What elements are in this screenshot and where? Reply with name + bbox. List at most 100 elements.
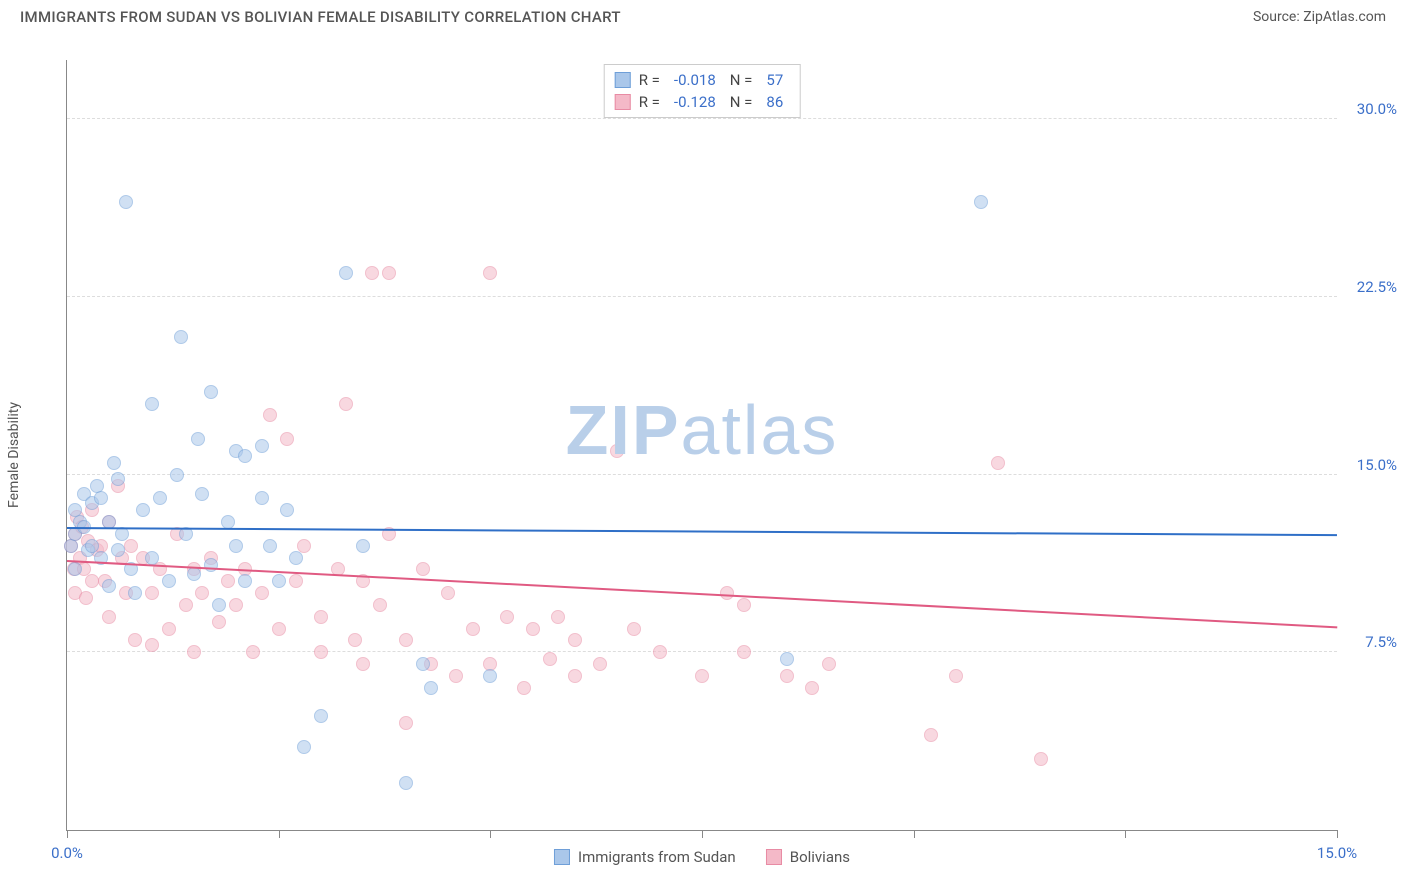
data-point	[314, 709, 328, 723]
data-point	[107, 456, 121, 470]
data-point	[162, 574, 176, 588]
data-point	[822, 657, 836, 671]
data-point	[229, 539, 243, 553]
data-point	[991, 456, 1005, 470]
data-point	[238, 574, 252, 588]
data-point	[195, 586, 209, 600]
trend-line	[67, 527, 1337, 536]
gridline	[67, 474, 1337, 475]
data-point	[551, 610, 565, 624]
plot-area: 7.5%15.0%22.5%30.0%0.0%15.0%ZIPatlasR =-…	[66, 60, 1337, 831]
data-point	[238, 449, 252, 463]
data-point	[289, 574, 303, 588]
data-point	[204, 385, 218, 399]
data-point	[720, 586, 734, 600]
gridline	[67, 296, 1337, 297]
data-point	[79, 591, 93, 605]
x-tick	[702, 830, 703, 838]
data-point	[365, 266, 379, 280]
correlation-legend: R =-0.018 N =57R =-0.128 N =86	[604, 64, 801, 118]
data-point	[568, 633, 582, 647]
n-label: N =	[730, 93, 753, 111]
y-axis-label: Female Disability	[6, 402, 22, 508]
data-point	[441, 586, 455, 600]
data-point	[145, 638, 159, 652]
data-point	[780, 669, 794, 683]
data-point	[610, 444, 624, 458]
data-point	[111, 543, 125, 557]
data-point	[272, 574, 286, 588]
data-point	[339, 266, 353, 280]
x-tick	[1337, 830, 1338, 838]
data-point	[170, 468, 184, 482]
data-point	[314, 645, 328, 659]
data-point	[255, 586, 269, 600]
y-tick-label: 30.0%	[1357, 100, 1397, 118]
n-value: 57	[766, 71, 783, 89]
data-point	[187, 567, 201, 581]
data-point	[145, 551, 159, 565]
data-point	[593, 657, 607, 671]
data-point	[102, 579, 116, 593]
data-point	[568, 669, 582, 683]
data-point	[255, 439, 269, 453]
data-point	[136, 503, 150, 517]
data-point	[500, 610, 514, 624]
data-point	[280, 432, 294, 446]
data-point	[145, 397, 159, 411]
data-point	[94, 491, 108, 505]
data-point	[162, 622, 176, 636]
data-point	[145, 586, 159, 600]
r-value: -0.128	[674, 93, 716, 111]
data-point	[780, 652, 794, 666]
data-point	[195, 487, 209, 501]
header: IMMIGRANTS FROM SUDAN VS BOLIVIAN FEMALE…	[0, 0, 1406, 30]
data-point	[737, 645, 751, 659]
data-point	[382, 266, 396, 280]
data-point	[187, 645, 201, 659]
data-point	[153, 491, 167, 505]
data-point	[356, 657, 370, 671]
data-point	[949, 669, 963, 683]
x-tick	[490, 830, 491, 838]
data-point	[399, 776, 413, 790]
data-point	[416, 562, 430, 576]
legend-swatch	[766, 849, 782, 865]
legend-label: Immigrants from Sudan	[578, 848, 736, 866]
data-point	[483, 669, 497, 683]
data-point	[339, 397, 353, 411]
data-point	[102, 610, 116, 624]
correlation-chart: Female Disability 7.5%15.0%22.5%30.0%0.0…	[20, 30, 1386, 880]
x-tick	[67, 830, 68, 838]
data-point	[737, 598, 751, 612]
data-point	[124, 539, 138, 553]
n-value: 86	[766, 93, 783, 111]
x-tick-label: 0.0%	[51, 844, 83, 862]
source-label: Source: ZipAtlas.com	[1253, 9, 1386, 25]
watermark: ZIPatlas	[566, 390, 839, 470]
data-point	[272, 622, 286, 636]
r-label: R =	[639, 93, 660, 111]
data-point	[263, 408, 277, 422]
data-point	[483, 266, 497, 280]
data-point	[526, 622, 540, 636]
data-point	[924, 728, 938, 742]
legend-item: Bolivians	[766, 848, 850, 866]
legend-swatch	[554, 849, 570, 865]
data-point	[68, 562, 82, 576]
x-tick-label: 15.0%	[1317, 844, 1357, 862]
data-point	[314, 610, 328, 624]
x-tick	[1125, 830, 1126, 838]
data-point	[212, 615, 226, 629]
data-point	[399, 633, 413, 647]
r-label: R =	[639, 71, 660, 89]
data-point	[246, 645, 260, 659]
data-point	[348, 633, 362, 647]
data-point	[128, 586, 142, 600]
data-point	[974, 195, 988, 209]
data-point	[373, 598, 387, 612]
data-point	[191, 432, 205, 446]
data-point	[128, 633, 142, 647]
data-point	[653, 645, 667, 659]
data-point	[221, 574, 235, 588]
